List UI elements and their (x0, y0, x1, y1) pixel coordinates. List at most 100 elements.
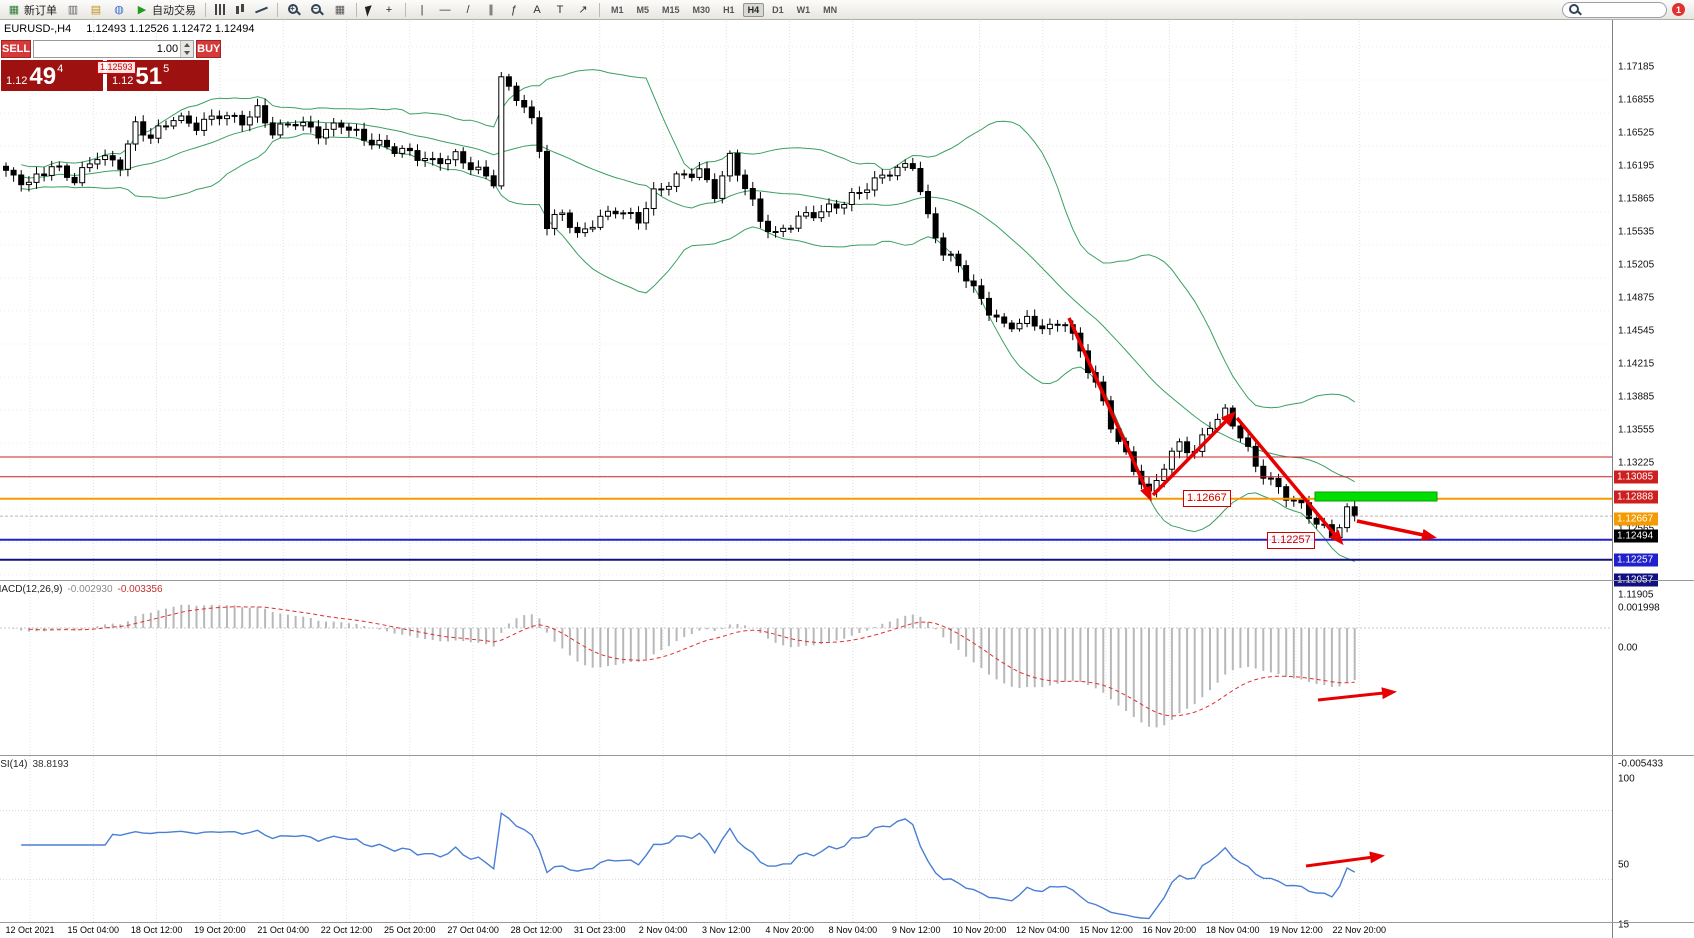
trend-arrow[interactable] (1235, 416, 1344, 546)
time-axis-label: 10 Nov 20:00 (952, 925, 1007, 935)
timeframe-m15-button[interactable]: M15 (662, 4, 680, 15)
trend-arrow[interactable] (1305, 851, 1385, 868)
crosshair-button[interactable]: + (378, 0, 400, 19)
price-axis-label: 1.14215 (1618, 358, 1655, 370)
buy-button[interactable]: BUY (196, 40, 222, 58)
toolbar: ▦ 新订单 ▥ ▤ ◍ ▶ 自动交易 + − ▦ + | — / ∥ ƒ A T ↗ M1 M5 M15 M30 H1 H4 D1… (0, 0, 1694, 20)
chart-price-note[interactable]: 1.12667 (1183, 490, 1231, 507)
chart-window-icon: ▥ (67, 3, 79, 16)
community-button[interactable]: ◍ (108, 0, 130, 19)
timeframe-m1-button[interactable]: M1 (611, 4, 624, 15)
vertical-line-button[interactable]: | (411, 0, 433, 19)
trend-arrow[interactable] (1356, 519, 1437, 541)
volume-input[interactable] (34, 41, 181, 57)
zoom-out-button[interactable]: − (306, 0, 328, 19)
level-price-tag: 1.12667 (1614, 512, 1658, 526)
level-price-tag: 1.12057 (1614, 573, 1658, 587)
time-axis-label: 21 Oct 04:00 (257, 925, 309, 935)
text-label-button[interactable]: T (549, 0, 571, 19)
time-axis-label: 2 Nov 04:00 (638, 925, 688, 935)
fibonacci-button[interactable]: ƒ (503, 0, 525, 19)
price-axis-label: 1.15535 (1618, 226, 1655, 238)
zoom-out-icon: − (310, 3, 324, 17)
current-price-tag: 1.12494 (1614, 529, 1658, 543)
macd-signal-line (28, 606, 1355, 717)
time-axis[interactable]: 12 Oct 2021 15 Oct 04:00 18 Oct 12:00 19 Oc… (0, 923, 1612, 938)
chart-price-note[interactable]: 1.12257 (1267, 532, 1315, 549)
pane-separator-rsi[interactable] (0, 755, 1694, 756)
macd-histogram (12, 604, 1356, 728)
cursor-icon (364, 4, 375, 17)
sell-button[interactable]: SELL (1, 40, 32, 58)
chart-canvas[interactable] (0, 0, 1612, 938)
time-axis-label: 15 Nov 12:00 (1079, 925, 1133, 935)
macd-label: MACD(12,26,9) -0.002930 -0.003356 (0, 584, 163, 595)
timeframe-h4-button[interactable]: H4 (742, 2, 765, 17)
trendline-icon: / (466, 3, 470, 16)
trend-arrow[interactable] (1067, 317, 1152, 502)
timeframe-d1-button[interactable]: D1 (772, 4, 784, 15)
timeframe-m5-button[interactable]: M5 (636, 4, 650, 15)
search-input[interactable] (1585, 2, 1661, 17)
line-chart-icon (255, 4, 268, 15)
notification-badge[interactable]: 1 (1672, 3, 1685, 16)
zoom-in-button[interactable]: + (283, 0, 305, 19)
time-axis-separator (0, 922, 1694, 923)
new-order-button-label: 新订单 (24, 4, 57, 17)
volume-down-button[interactable] (181, 49, 194, 57)
vertical-line-icon: | (420, 3, 424, 16)
rsi-label: RSI(14) 38.8193 (0, 759, 69, 770)
rsi-name: RSI(14) (0, 759, 28, 770)
bid-price-display[interactable]: 1.12 49 4 (1, 60, 103, 91)
vertical-gridlines (29, 21, 1360, 922)
toolbar-separator (356, 2, 357, 17)
candlesticks (3, 72, 1358, 542)
price-axis-label: 1.11905 (1618, 589, 1654, 601)
tile-windows-button[interactable]: ▦ (329, 0, 351, 19)
price-axis-label: 1.13225 (1618, 457, 1655, 469)
price-axis-label: 1.14545 (1618, 325, 1655, 337)
cursor-button[interactable] (362, 0, 377, 19)
new-order-button[interactable]: ▦ 新订单 (3, 0, 61, 19)
bar-chart-type-button[interactable] (211, 0, 230, 19)
ask-prefix: 1.12 (112, 75, 134, 87)
arrows-tool-button[interactable]: ↗ (572, 0, 594, 19)
time-axis-label: 27 Oct 04:00 (447, 925, 499, 935)
time-axis-label: 8 Nov 04:00 (828, 925, 878, 935)
bollinger-middle-band (21, 121, 1355, 483)
macd-name: MACD(12,26,9) (0, 584, 63, 595)
order-price-label[interactable]: 1.12593 (97, 61, 136, 74)
charts-window-button[interactable]: ▥ (62, 0, 84, 19)
volume-up-button[interactable] (181, 41, 194, 49)
timeframe-w1-button[interactable]: W1 (796, 4, 811, 15)
rsi-axis-label: 100 (1618, 773, 1635, 785)
trendline-button[interactable]: / (457, 0, 479, 19)
price-axis-label: 1.12565 (1618, 524, 1654, 535)
time-axis-label: 22 Nov 20:00 (1332, 925, 1387, 935)
toolbar-separator (277, 2, 278, 17)
autotrading-button[interactable]: ▶ 自动交易 (131, 0, 200, 19)
timeframe-m30-button[interactable]: M30 (692, 4, 711, 15)
macd-signal-value: -0.003356 (117, 584, 163, 595)
horizontal-line-button[interactable]: — (434, 0, 456, 19)
autotrading-button-label: 自动交易 (152, 4, 196, 17)
price-axis-label: 1.16195 (1618, 160, 1655, 172)
price-axis[interactable]: 1.17185 1.16855 1.16525 1.16195 1.15865 1.155… (1612, 20, 1694, 938)
equidistant-channel-button[interactable]: ∥ (480, 0, 502, 19)
green-zone-rectangle[interactable] (1314, 491, 1438, 502)
text-button[interactable]: A (526, 0, 548, 19)
trend-arrow[interactable] (1151, 411, 1236, 497)
time-axis-label: 16 Nov 20:00 (1142, 925, 1197, 935)
search-box[interactable] (1562, 1, 1667, 18)
pane-separator-macd[interactable] (0, 580, 1694, 581)
time-axis-label: 4 Nov 20:00 (765, 925, 814, 935)
candlestick-chart-type-button[interactable] (231, 0, 250, 19)
timeframe-mn-button[interactable]: MN (823, 4, 838, 15)
macd-axis-label: -0.005433 (1618, 758, 1664, 770)
macd-axis-label: 0.001998 (1618, 602, 1660, 614)
history-center-button[interactable]: ▤ (85, 0, 107, 19)
line-chart-type-button[interactable] (251, 0, 272, 19)
time-axis-label: 15 Oct 04:00 (67, 925, 120, 935)
timeframe-h1-button[interactable]: H1 (723, 4, 735, 15)
trend-arrow[interactable] (1317, 687, 1397, 702)
